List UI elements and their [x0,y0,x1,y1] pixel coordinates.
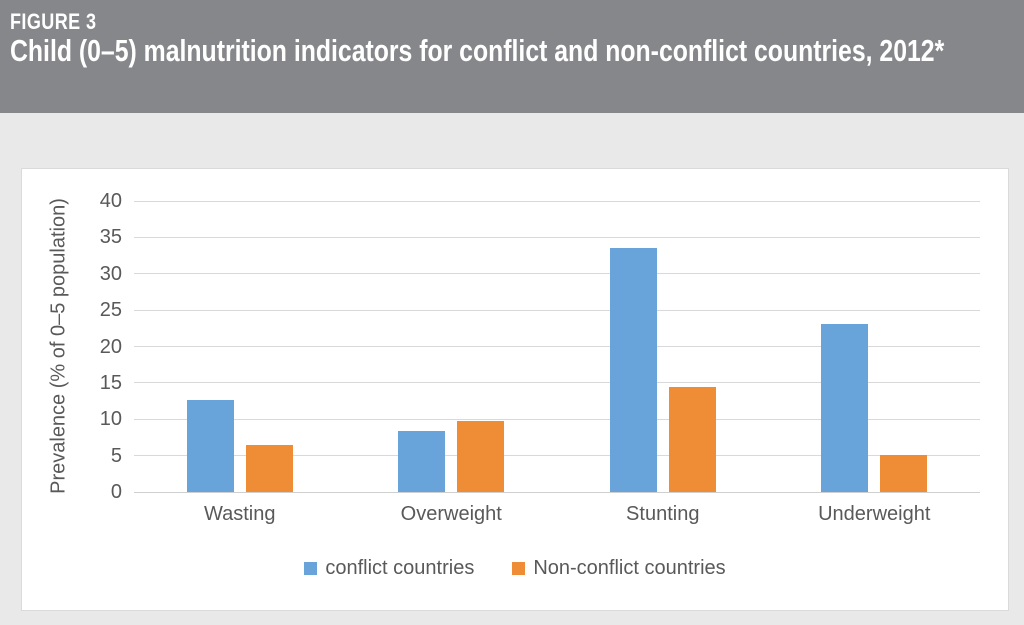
chart-panel: Prevalence (% of 0–5 population) Wasting… [21,168,1009,611]
y-tick-label-30: 30 [99,262,122,285]
y-tick-label-5: 5 [110,444,122,467]
legend-label: Non-conflict countries [533,557,726,579]
y-tick-label-25: 25 [99,299,122,322]
gridline-25 [134,309,980,311]
category-label-overweight: Overweight [400,503,502,525]
gridline-40 [134,200,980,202]
legend-swatch-icon [512,562,526,575]
bar-overweight-conflict [398,430,446,492]
gridline-30 [134,273,980,275]
category-label-wasting: Wasting [203,503,276,525]
gridline-10 [134,418,980,420]
y-tick-label-35: 35 [99,226,122,249]
category-label-underweight: Underweight [818,503,931,525]
bar-underweight-conflict [821,323,869,492]
gridline-5 [134,455,980,457]
gridline-15 [134,382,980,384]
bar-wasting-non-conflict [245,445,293,492]
figure-header-band: FIGURE 3 Child (0–5) malnutrition indica… [0,0,1024,113]
bar-overweight-non-conflict [457,421,505,492]
gridline-0 [134,491,980,493]
chart-legend: conflict countries Non-conflict countries [22,557,1008,580]
bar-wasting-conflict [186,399,234,492]
category-label-stunting: Stunting [626,503,700,525]
y-tick-label-20: 20 [99,335,122,358]
legend-item-non-conflict: Non-conflict countries [512,557,726,580]
figure-number-label: FIGURE 3 [10,9,97,34]
y-tick-label-0: 0 [110,481,122,503]
y-tick-label-10: 10 [99,408,122,431]
legend-item-conflict: conflict countries [304,557,474,580]
legend-label: conflict countries [325,557,475,579]
gridline-20 [134,346,980,347]
plot-area [134,200,980,493]
bar-stunting-non-conflict [668,387,716,492]
gridline-35 [134,236,980,238]
y-tick-label-15: 15 [99,371,122,394]
legend-swatch-icon [304,562,318,575]
figure-title: Child (0–5) malnutrition indicators for … [10,33,945,68]
bar-stunting-conflict [609,248,657,492]
y-tick-label-40: 40 [99,190,122,212]
bar-underweight-non-conflict [880,454,928,492]
